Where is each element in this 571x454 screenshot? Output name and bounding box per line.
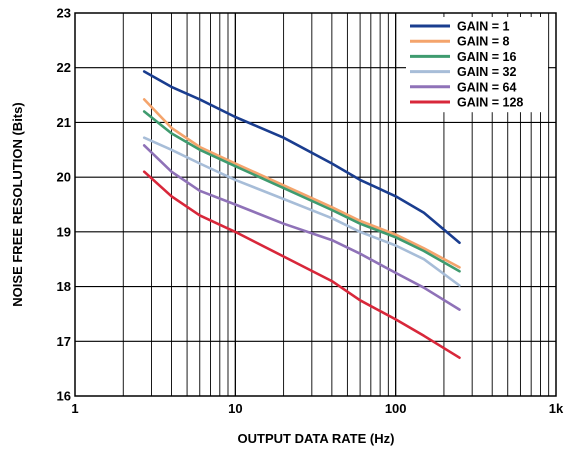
series-line — [142, 110, 461, 273]
legend-label: GAIN = 64 — [457, 80, 516, 94]
y-tick-label: 17 — [57, 334, 71, 349]
legend-background — [406, 17, 548, 113]
legend-label: GAIN = 8 — [457, 35, 509, 49]
series-line — [142, 144, 461, 311]
y-tick-label: 19 — [57, 224, 71, 239]
x-tick-label: 1 — [71, 401, 78, 416]
y-tick-label: 16 — [57, 389, 71, 404]
y-tick-label: 22 — [57, 60, 71, 75]
legend-label: GAIN = 32 — [457, 65, 516, 79]
legend-label: GAIN = 1 — [457, 20, 509, 34]
y-axis-label: NOISE FREE RESOLUTION (Bits) — [10, 102, 25, 306]
x-tick-label: 10 — [228, 401, 242, 416]
y-tick-label: 20 — [57, 170, 71, 185]
plot-frame — [74, 12, 557, 397]
series-lines — [142, 70, 461, 360]
legend-label: GAIN = 128 — [457, 96, 523, 110]
y-tick-label: 18 — [57, 279, 71, 294]
y-tick-label: 23 — [57, 6, 71, 21]
y-tick-label: 21 — [57, 115, 71, 130]
x-tick-label: 1k — [549, 401, 564, 416]
y-tick-labels: 16 17 18 19 20 21 22 23 — [57, 6, 71, 404]
legend-label: GAIN = 16 — [457, 50, 516, 64]
series-line — [142, 98, 461, 269]
x-axis-label: OUTPUT DATA RATE (Hz) — [238, 431, 395, 446]
x-tick-label: 100 — [385, 401, 407, 416]
grid — [75, 13, 556, 396]
series-line — [142, 170, 461, 360]
series-line — [142, 70, 461, 245]
x-tick-labels: 1 10 100 1k — [71, 401, 564, 416]
series-line — [142, 136, 461, 287]
